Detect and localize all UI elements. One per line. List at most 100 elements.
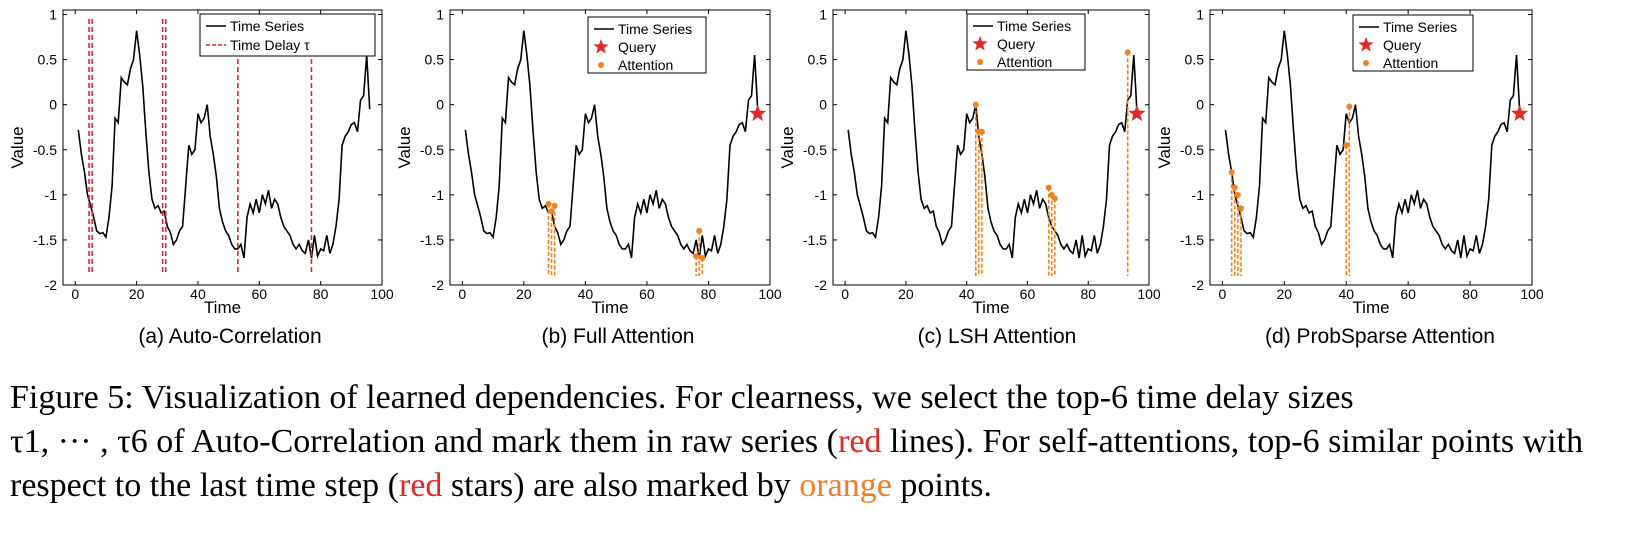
attention-point [1237,205,1244,212]
x-tick-label: 0 [841,286,849,302]
x-tick-label: 100 [370,286,394,302]
legend: Time Series Query Attention [587,16,707,74]
attention-point [1051,195,1058,202]
y-tick-label: 0.5 [808,52,828,68]
x-tick-label: 60 [1020,286,1036,302]
y-tick-label: 0.5 [1185,52,1205,68]
legend-label: Time Series [230,18,304,34]
y-axis-label: Value [395,126,414,168]
attention-point [545,200,552,207]
attention-point [548,208,555,215]
plot-area-frame [449,9,771,286]
y-tick-label: -2 [432,277,445,293]
attention-point [693,253,700,260]
y-tick-label: 1 [819,7,827,23]
y-tick-label: 0 [436,97,444,113]
legend-label: Attention [1383,55,1438,71]
y-axis-label: Value [8,126,27,168]
caption-part-2: of Auto-Correlation and mark them in raw… [147,423,838,460]
y-tick-label: 1 [1196,7,1204,23]
x-tick-label: 80 [701,286,717,302]
subfigure-caption: (b) Full Attention [542,325,695,348]
y-tick-label: 1 [436,7,444,23]
legend-label: Query [1383,37,1421,53]
x-tick-label: 40 [959,286,975,302]
attention-point [1343,142,1350,149]
legend-query-swatch [593,39,609,54]
x-tick-label: 80 [313,286,329,302]
x-tick-label: 0 [458,286,466,302]
attention-point [1231,184,1238,191]
y-tick-label: 0 [819,97,827,113]
attention-point [1045,184,1052,191]
caption-red-word-2: red [399,467,443,504]
y-tick-label: -2 [45,277,58,293]
attention-point [696,227,703,234]
y-tick-label: -1.5 [420,232,444,248]
legend-label: Attention [997,54,1052,70]
legend-label: Query [997,36,1035,52]
legend-label: Time Series [618,21,692,37]
y-axis-label: Value [778,126,797,168]
caption-red-word-1: red [838,423,882,460]
y-tick-label: -1 [1192,187,1205,203]
y-axis-label: Value [1155,126,1174,168]
legend-attention-swatch [977,59,983,65]
y-tick-label: -2 [815,277,828,293]
legend-label: Time Delay τ [230,37,310,53]
legend: Time Series Time Delay τ [199,13,376,57]
attention-point [972,101,979,108]
caption-part-1: Figure 5: Visualization of learned depen… [10,379,1354,416]
x-tick-label: 40 [578,286,594,302]
y-tick-label: -0.5 [1180,142,1204,158]
x-tick-label: 100 [1137,286,1161,302]
caption-orange-word: orange [799,467,892,504]
attention-point [1124,49,1131,56]
x-tick-label: 60 [252,286,268,302]
time-series-line [464,30,759,259]
caption-part-5: points. [891,467,992,504]
plot-area-frame [62,9,383,286]
attention-point [1346,103,1353,110]
x-axis-label: Time [204,298,241,317]
caption-part-4: stars) are also marked by [442,467,800,504]
x-tick-label: 20 [898,286,914,302]
y-tick-label: -0.5 [420,142,444,158]
x-tick-label: 100 [1520,286,1544,302]
caption-part-3: lines). For self-attentions, top-6 simil… [10,423,1584,504]
x-tick-label: 80 [1080,286,1096,302]
y-tick-label: -2 [1192,277,1205,293]
chart-panel-2: 0 20 40 60 80 100 -2 -1.5 -1 -0.5 0 0.5 1 Time Value Ti… [395,7,782,348]
legend: Time Series Query Attention [966,13,1086,71]
legend: Time Series Query Attention [1352,14,1474,72]
plot-area-frame [832,9,1150,286]
y-tick-label: 1 [49,7,57,23]
y-tick-label: -1.5 [33,232,57,248]
x-tick-label: 60 [639,286,655,302]
y-tick-label: -1.5 [1180,232,1204,248]
y-tick-label: -1 [45,187,58,203]
caption-tau-sequence: τ1, ··· , τ6 [10,423,148,460]
attention-point [551,202,558,209]
legend-label: Time Series [1383,19,1457,35]
x-axis-label: Time [972,298,1009,317]
x-tick-label: 20 [516,286,532,302]
x-tick-label: 20 [1277,286,1293,302]
query-star [749,104,767,121]
time-series-line [77,30,371,259]
plot-area-frame [1209,9,1533,286]
x-axis-label: Time [1352,298,1389,317]
subfigure-caption: (a) Auto-Correlation [138,325,321,348]
legend-query-swatch [972,36,988,51]
x-tick-label: 100 [758,286,782,302]
subfigure-caption: (d) ProbSparse Attention [1265,325,1495,348]
time-series-line [1224,30,1521,259]
y-tick-label: 0.5 [425,52,445,68]
query-star [1511,104,1529,121]
x-tick-label: 0 [71,286,79,302]
y-tick-label: -1.5 [803,232,827,248]
legend-label: Attention [618,57,673,73]
y-tick-label: 0 [1196,97,1204,113]
chart-panel-3: 0 20 40 60 80 100 -2 -1.5 -1 -0.5 0 0.5 1 Time Value Ti… [778,7,1161,348]
